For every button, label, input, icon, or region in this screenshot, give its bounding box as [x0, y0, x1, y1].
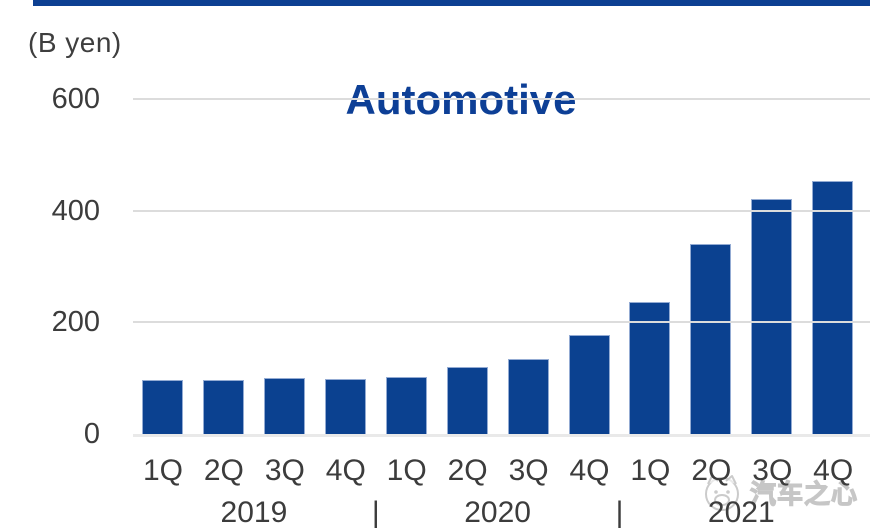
top-accent-bar: [33, 0, 870, 6]
year-label-2020: 2020: [464, 496, 531, 529]
x-tick-label: 3Q: [752, 454, 793, 487]
year-label-2019: 2019: [220, 496, 288, 529]
bar-4q-2020: [568, 335, 610, 435]
y-tick-label-0: 0: [83, 418, 100, 450]
x-tick-label: 4Q: [569, 454, 610, 487]
chart-title: Automotive: [345, 76, 577, 123]
x-axis-line: [133, 434, 870, 437]
x-tick-label: 1Q: [630, 454, 671, 487]
bar-3q-2021: [751, 198, 793, 435]
year-separator: |: [615, 496, 624, 529]
year-label-2021: 2021: [707, 496, 775, 529]
bar-1q-2019: [142, 380, 183, 435]
gridline-y400: [133, 209, 870, 212]
bar-2q-2021: [690, 244, 732, 435]
x-tick-label: 4Q: [813, 454, 854, 487]
gridline-y200: [133, 321, 870, 324]
x-tick-label: 4Q: [325, 454, 366, 487]
y-tick-label-400: 400: [51, 194, 100, 227]
x-tick-label: 2Q: [203, 454, 244, 487]
y-axis-unit-label: (B yen): [28, 27, 122, 58]
y-tick-label-600: 600: [51, 83, 100, 115]
x-tick-label: 2Q: [691, 454, 732, 487]
x-tick-label: 3Q: [508, 454, 549, 487]
bar-3q-2020: [507, 358, 549, 435]
bar-1q-2020: [385, 376, 427, 435]
bar-4q-2021: [812, 180, 854, 435]
x-tick-label: 1Q: [142, 454, 184, 487]
bar-1q-2021: [629, 301, 671, 435]
x-tick-label: 2Q: [447, 454, 488, 487]
gridline-y600: [133, 98, 870, 100]
bar-2q-2020: [446, 367, 488, 435]
x-tick-label: 1Q: [386, 454, 427, 487]
bar-3q-2019: [263, 378, 305, 435]
bar-4q-2019: [324, 379, 366, 435]
year-separator: |: [371, 496, 380, 529]
bar-2q-2019: [202, 379, 244, 435]
y-tick-label-200: 200: [51, 306, 100, 339]
x-tick-label: 3Q: [264, 454, 305, 487]
